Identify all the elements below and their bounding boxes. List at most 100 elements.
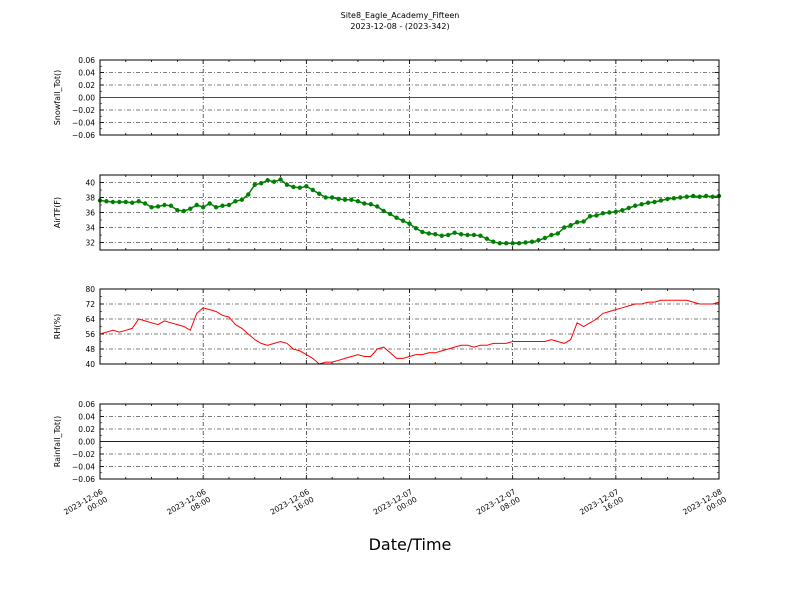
data-point (549, 232, 554, 238)
data-point (349, 197, 354, 202)
data-point (394, 215, 399, 220)
data-point (594, 213, 599, 218)
y-tick-label: 34 (85, 224, 95, 233)
data-point (665, 196, 670, 202)
data-point (555, 231, 561, 236)
y-tick-label: 0.04 (78, 413, 95, 422)
data-point (142, 201, 148, 206)
y-tick-label: 36 (85, 209, 95, 218)
data-point (375, 204, 380, 209)
y-tick-label: 40 (85, 360, 95, 369)
data-point (510, 241, 515, 246)
data-point (387, 211, 393, 217)
data-point (329, 195, 335, 200)
data-point (652, 199, 657, 205)
data-point (620, 208, 625, 213)
data-point (130, 200, 135, 205)
data-point (587, 214, 593, 219)
data-point (136, 199, 141, 204)
data-point (252, 182, 257, 187)
data-point (581, 219, 586, 224)
data-point (568, 223, 573, 228)
y-tick-label: 64 (85, 315, 95, 324)
data-point (671, 196, 677, 201)
plot-frame (99, 403, 720, 480)
data-point (400, 218, 406, 223)
data-point (194, 202, 199, 208)
y-axis-label: RH(%) (53, 314, 62, 339)
data-point (478, 233, 483, 238)
data-point (600, 211, 606, 216)
data-point (491, 239, 496, 244)
panels: 0.06 0.04 0.02 0.00 −0.02 −0.04 −0.06 Snowfall_… (53, 56, 728, 517)
data-point (465, 232, 470, 238)
data-point (529, 239, 535, 244)
data-point (291, 184, 296, 190)
x-axis-label: Date/Time (369, 535, 452, 554)
data-point (471, 232, 477, 238)
y-tick-label: 0.04 (78, 69, 95, 78)
data-point (336, 196, 341, 202)
plot-frame (99, 59, 720, 136)
chart-title-line2: 2023-12-08 - (2023-342) (350, 22, 449, 31)
chart-title-line1: Site8_Eagle_Academy_Fifteen (341, 11, 460, 20)
y-tick-label: 40 (85, 179, 95, 188)
data-point (123, 199, 128, 205)
data-point (420, 229, 425, 235)
data-point (188, 206, 193, 211)
data-point (284, 182, 290, 187)
data-point (110, 199, 116, 205)
data-point (613, 209, 619, 214)
panel-2: 40 38 36 34 32 AirTF(F) (53, 174, 722, 251)
data-point (368, 202, 374, 207)
y-tick-label: 38 (85, 194, 95, 203)
data-point (678, 195, 683, 200)
data-point (213, 205, 219, 210)
data-point (433, 232, 438, 237)
y-tick-label: −0.06 (72, 475, 95, 484)
data-point (162, 202, 167, 208)
data-point (497, 241, 502, 246)
data-point (220, 203, 225, 208)
data-point (355, 199, 361, 204)
data-point (317, 191, 322, 196)
data-point (458, 232, 464, 237)
data-point (697, 194, 702, 199)
y-tick-label: 80 (85, 285, 95, 294)
data-point (684, 194, 689, 199)
series-line (99, 299, 720, 365)
y-tick-label: 48 (85, 345, 95, 354)
y-tick-label: −0.02 (72, 106, 95, 115)
data-point (645, 200, 651, 205)
data-point (639, 202, 644, 207)
data-point (362, 201, 367, 206)
data-point (691, 193, 696, 199)
data-point (516, 241, 522, 246)
data-point (200, 205, 206, 210)
data-point (271, 179, 277, 184)
data-point (155, 204, 161, 209)
y-tick-label: −0.02 (72, 450, 95, 459)
data-point (381, 208, 386, 214)
y-tick-label: 0.00 (78, 438, 95, 447)
data-point (226, 202, 232, 208)
y-tick-label: 0.02 (78, 425, 95, 434)
y-tick-label: 0.00 (78, 94, 95, 103)
data-point (426, 231, 432, 236)
y-tick-label: −0.04 (72, 119, 95, 128)
data-point (181, 208, 187, 214)
data-point (439, 233, 444, 238)
data-point (607, 210, 612, 215)
y-tick-label: 32 (85, 239, 95, 248)
data-point (278, 177, 283, 182)
data-point (703, 193, 709, 199)
y-tick-label: −0.04 (72, 463, 95, 472)
data-point (168, 203, 174, 208)
data-point (407, 221, 412, 226)
data-point (484, 236, 490, 241)
data-point (117, 199, 122, 205)
data-point (342, 197, 348, 202)
